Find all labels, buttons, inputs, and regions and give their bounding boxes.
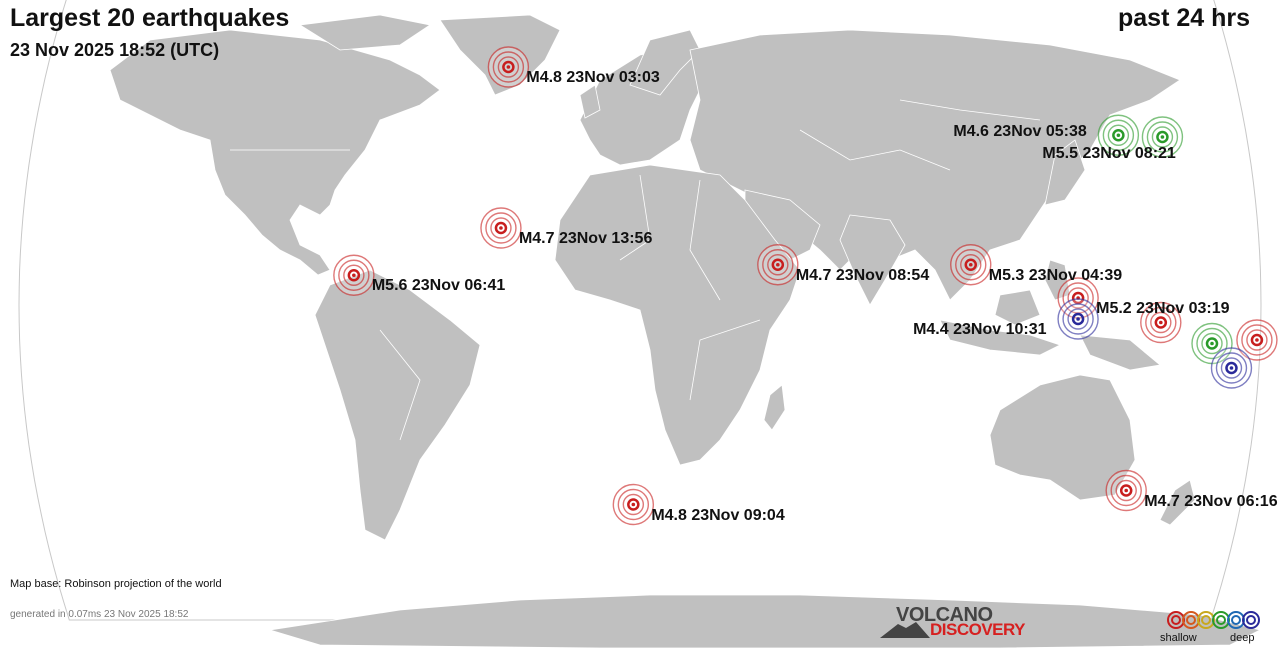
mountain-icon <box>880 622 930 638</box>
generated-note: generated in 0.07ms 23 Nov 2025 18:52 <box>10 609 189 620</box>
land-europe <box>579 44 721 166</box>
quake-marker[interactable] <box>950 244 992 286</box>
logo-text-discovery: DISCOVERY <box>930 620 1026 639</box>
land-south-america <box>314 269 481 541</box>
legend-deep-label: deep <box>1230 632 1255 644</box>
land-indonesia <box>939 319 1062 356</box>
date-time: 23 Nov 2025 18:52 (UTC) <box>10 40 220 60</box>
land-masses <box>109 14 1262 649</box>
land-antarctica <box>269 594 1262 649</box>
legend-shallow-label: shallow <box>1160 632 1197 644</box>
quake-marker[interactable] <box>487 46 530 88</box>
map-base-note: Map base: Robinson projection of the wor… <box>10 578 222 590</box>
quake-label: M5.3 23Nov 04:39 <box>988 266 1123 284</box>
quake-marker[interactable] <box>1191 322 1233 365</box>
quake-label: M4.7 23Nov 06:16 <box>1144 492 1278 510</box>
quake-marker[interactable] <box>1210 347 1253 389</box>
land-uk <box>579 84 601 119</box>
land-madagascar <box>763 384 786 431</box>
quake-marker[interactable] <box>612 483 655 526</box>
page-title: Largest 20 earthquakes <box>10 4 290 32</box>
quake-label: M4.8 23Nov 09:04 <box>651 506 785 524</box>
quake-marker[interactable] <box>1105 469 1147 512</box>
quake-marker[interactable] <box>1097 114 1140 156</box>
quake-marker[interactable] <box>1140 301 1182 344</box>
earthquake-markers <box>333 46 1278 526</box>
quake-marker[interactable] <box>757 244 799 286</box>
land-australia <box>989 374 1136 501</box>
logo-text-volcano: VOLCANO <box>896 604 993 626</box>
land-japan <box>1044 139 1086 206</box>
land-new-zealand <box>1159 479 1196 526</box>
quake-marker[interactable] <box>1236 319 1278 361</box>
country-borders <box>230 99 1041 441</box>
quake-label: M4.7 23Nov 08:54 <box>795 266 930 284</box>
quake-marker[interactable] <box>333 254 375 296</box>
time-period: past 24 hrs <box>1117 4 1250 32</box>
land-africa <box>554 164 801 466</box>
quake-marker[interactable] <box>1141 116 1184 158</box>
depth-legend: shallow deep <box>1160 608 1280 648</box>
land-india <box>839 214 906 306</box>
quake-label: M5.6 23Nov 06:41 <box>371 277 506 295</box>
volcano-discovery-logo[interactable]: VOLCANO DISCOVERY <box>880 604 1040 644</box>
quake-label: M4.7 23Nov 13:56 <box>518 230 653 247</box>
land-new-guinea <box>1079 334 1161 371</box>
land-arctic-islands <box>298 14 432 51</box>
quake-label: M4.4 23Nov 10:31 <box>913 321 1047 338</box>
land-borneo <box>994 289 1041 326</box>
quake-label: M5.5 23Nov 08:21 <box>1042 145 1176 162</box>
quake-label: M4.8 23Nov 03:03 <box>526 69 660 86</box>
quake-label: M4.6 23Nov 05:38 <box>953 123 1087 141</box>
quake-marker[interactable] <box>1057 298 1099 340</box>
quake-marker[interactable] <box>480 207 522 249</box>
depth-legend-circles <box>1167 611 1260 629</box>
quake-label: M5.2 23Nov 03:19 <box>1096 300 1230 317</box>
land-north-america <box>109 29 441 276</box>
